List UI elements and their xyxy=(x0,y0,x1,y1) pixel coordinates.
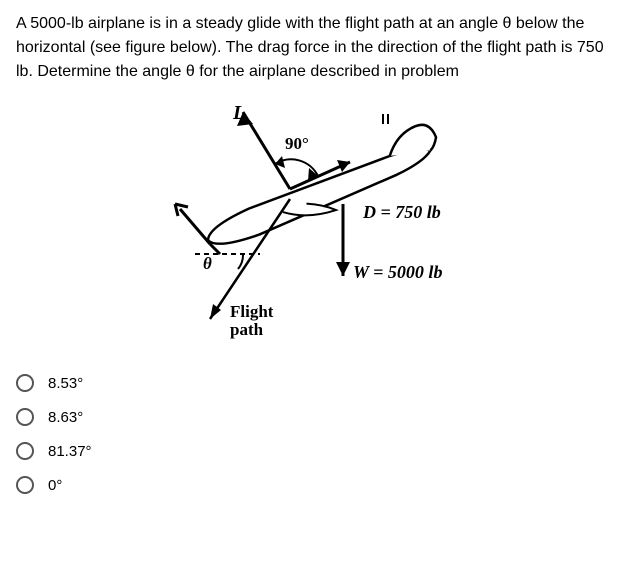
option-2[interactable]: 8.63° xyxy=(16,408,604,426)
options-list: 8.53° 8.63° 81.37° 0° xyxy=(16,374,604,494)
label-theta: θ xyxy=(203,254,212,274)
label-flightpath-2: path xyxy=(230,320,263,340)
label-lift: L xyxy=(233,102,245,125)
label-weight: W = 5000 lb xyxy=(353,262,442,283)
figure: L 90° D = 750 lb W = 5000 lb θ Flight pa… xyxy=(125,104,495,344)
label-drag: D = 750 lb xyxy=(363,202,441,223)
option-label: 8.63° xyxy=(48,409,83,426)
radio-icon xyxy=(16,408,34,426)
option-3[interactable]: 81.37° xyxy=(16,442,604,460)
option-4[interactable]: 0° xyxy=(16,476,604,494)
airplane-diagram xyxy=(125,104,495,344)
label-flightpath-1: Flight xyxy=(230,302,273,322)
option-1[interactable]: 8.53° xyxy=(16,374,604,392)
option-label: 0° xyxy=(48,477,62,494)
option-label: 81.37° xyxy=(48,443,92,460)
radio-icon xyxy=(16,476,34,494)
figure-container: L 90° D = 750 lb W = 5000 lb θ Flight pa… xyxy=(16,104,604,344)
radio-icon xyxy=(16,442,34,460)
radio-icon xyxy=(16,374,34,392)
question-text: A 5000-lb airplane is in a steady glide … xyxy=(16,12,604,84)
option-label: 8.53° xyxy=(48,375,83,392)
label-90deg: 90° xyxy=(285,134,309,154)
